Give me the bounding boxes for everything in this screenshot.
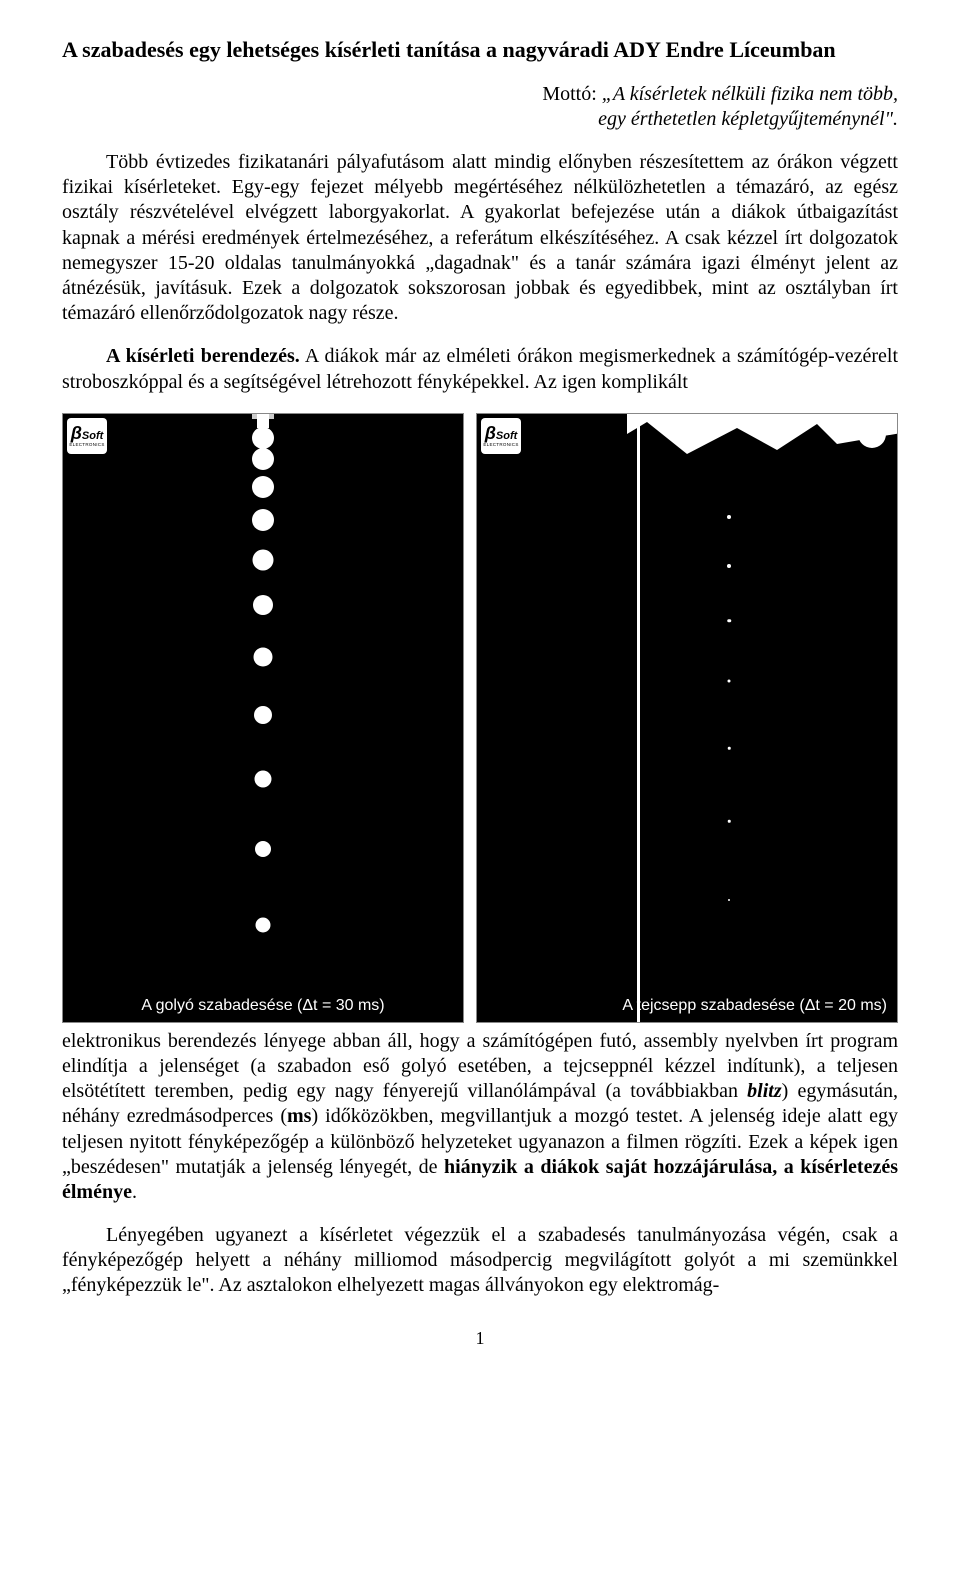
motto: Mottó: „A kísérletek nélküli fizika nem … <box>62 82 898 132</box>
p3-ms: ms <box>287 1105 311 1127</box>
ball-flash-9 <box>255 841 271 857</box>
ball-flash-10 <box>256 917 271 932</box>
ball-flash-8 <box>255 770 272 787</box>
ball-flash-1 <box>252 448 274 470</box>
p3-blitz: blitz <box>747 1080 781 1102</box>
page-number: 1 <box>62 1327 898 1350</box>
badge-sub: ELECTRONICS <box>69 442 104 448</box>
milk-drop-6 <box>728 899 730 901</box>
figure-ball-freefall: βSoft ELECTRONICS A golyó szabadesése (Δ… <box>62 413 464 1023</box>
paragraph-2: A kísérleti berendezés. A diákok már az … <box>62 344 898 394</box>
milk-drop-0 <box>727 515 731 519</box>
page-title: A szabadesés egy lehetséges kísérleti ta… <box>62 36 898 64</box>
figure-drop-freefall: βSoft ELECTRONICS A tejcsepp szabadesése… <box>476 413 898 1023</box>
ball-flash-5 <box>253 595 273 615</box>
milk-drop-3 <box>728 680 731 683</box>
clamp-shape <box>477 414 897 460</box>
milk-drop-1 <box>727 564 731 568</box>
ball-flash-3 <box>252 509 274 531</box>
badge-logo: βSoft ELECTRONICS <box>67 418 107 454</box>
milk-drop-5 <box>728 820 731 823</box>
ball-flash-2 <box>252 476 274 498</box>
badge-text: βSoft <box>71 424 104 442</box>
figure-right-caption: A tejcsepp szabadesése (Δt = 20 ms) <box>622 996 887 1016</box>
ball-flash-0 <box>252 427 274 449</box>
figure-left-caption: A golyó szabadesése (Δt = 30 ms) <box>141 996 384 1016</box>
motto-line2: egy érthetetlen képletgyűjteménynél". <box>598 108 898 130</box>
stand-rod <box>637 414 640 1022</box>
paragraph-4: Lényegében ugyanezt a kísérletet végezzü… <box>62 1223 898 1299</box>
ball-flash-6 <box>254 647 273 666</box>
holder <box>257 414 269 428</box>
motto-label: Mottó: <box>542 83 596 105</box>
paragraph-1: Több évtizedes fizikatanári pályafutásom… <box>62 150 898 326</box>
milk-drop-2 <box>727 619 731 623</box>
figure-row: βSoft ELECTRONICS A golyó szabadesése (Δ… <box>62 413 898 1023</box>
p3-end: . <box>132 1181 137 1203</box>
milk-drop-4 <box>728 747 731 750</box>
para2-lead: A kísérleti berendezés. <box>106 345 300 367</box>
motto-line1: „A kísérletek nélküli fizika nem több, <box>602 83 898 105</box>
paragraph-3: elektronikus berendezés lényege abban ál… <box>62 1029 898 1205</box>
ball-flash-4 <box>253 549 274 570</box>
ball-flash-7 <box>254 706 272 724</box>
